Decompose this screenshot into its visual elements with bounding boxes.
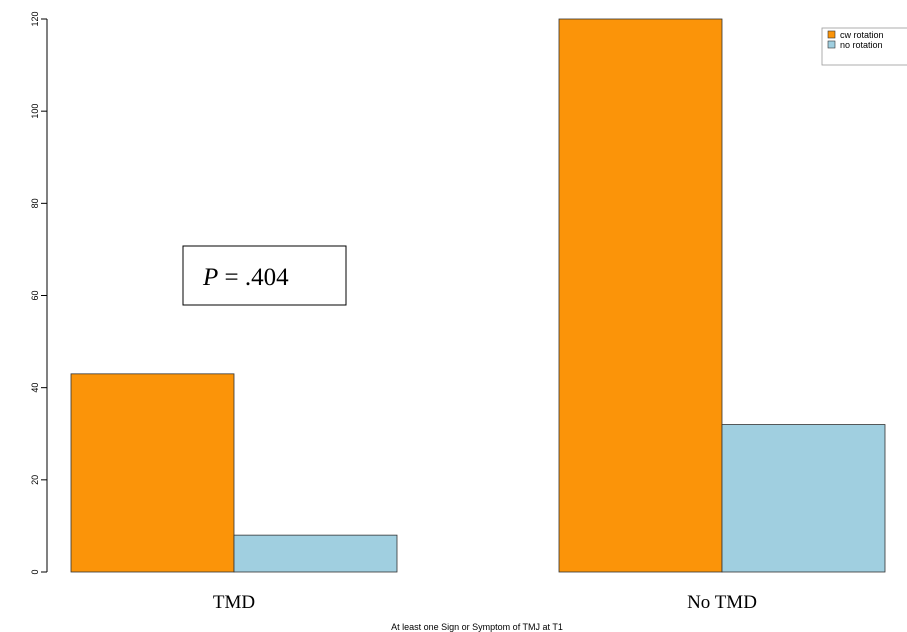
legend-swatch xyxy=(827,30,836,39)
category-labels: TMD No TMD xyxy=(213,592,757,613)
bar-tmd-no-rotation xyxy=(233,534,398,573)
y-tick-label: 60 xyxy=(30,290,40,300)
y-tick-label: 80 xyxy=(30,198,40,208)
y-tick-label: 20 xyxy=(30,475,40,485)
x-axis-label: At least one Sign or Symptom of TMJ at T… xyxy=(391,622,563,632)
y-tick-label: 40 xyxy=(30,383,40,393)
category-label: No TMD xyxy=(687,592,757,613)
p-value: = .404 xyxy=(218,264,289,291)
legend-label: cw rotation xyxy=(840,30,884,40)
legend-label: no rotation xyxy=(840,40,883,50)
legend-frame xyxy=(821,27,907,66)
legend-swatch xyxy=(827,40,836,49)
y-tick-label: 100 xyxy=(30,104,40,119)
bar-no-tmd-no-rotation xyxy=(721,424,886,573)
bars xyxy=(70,18,886,573)
y-axis: 0 20 40 60 80 100 120 xyxy=(30,11,48,575)
y-tick-label: 120 xyxy=(30,11,40,26)
p-value-annotation: P = .404 xyxy=(182,245,347,306)
p-value-text: P = .404 xyxy=(202,264,289,291)
y-tick-label: 0 xyxy=(30,569,40,574)
p-symbol: P xyxy=(202,264,218,291)
bar-tmd-cw-rotation xyxy=(70,373,235,573)
p-value-box xyxy=(182,245,347,306)
category-label: TMD xyxy=(213,592,255,613)
bar-no-tmd-cw-rotation xyxy=(558,18,723,573)
